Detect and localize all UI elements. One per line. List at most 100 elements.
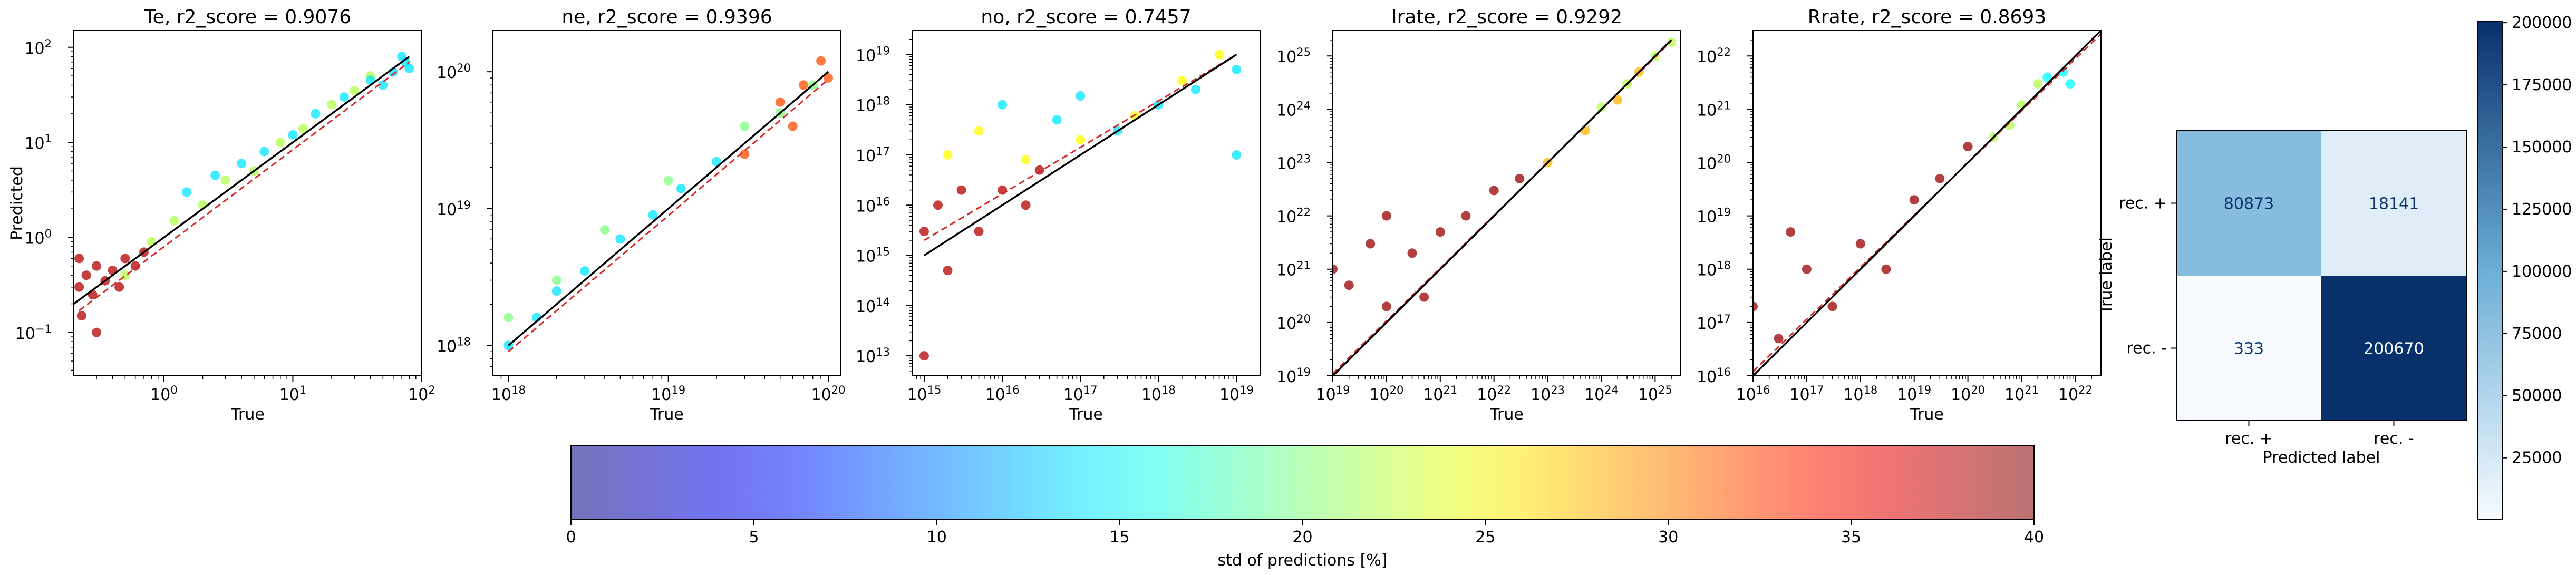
colorbar-tick-label: 30 (1658, 528, 1678, 547)
y-tick-label: 1020 (1276, 313, 1311, 333)
data-point (92, 327, 102, 337)
plot-area (74, 52, 414, 337)
axes-frame (492, 30, 841, 376)
confusion-cell (2176, 131, 2321, 276)
data-point (1613, 95, 1623, 105)
x-tick-label: 1020 (1369, 384, 1403, 404)
y-axis-label: True label (2097, 237, 2116, 315)
y-tick-label: 1015 (856, 246, 890, 266)
panel-title: Rrate, r2_score = 0.8693 (1808, 6, 2046, 28)
data-point (503, 313, 514, 323)
fit-line (508, 79, 829, 353)
y-tick-label: 1016 (1697, 366, 1731, 386)
plot-area (919, 50, 1242, 361)
y-tick-label: 1019 (1276, 366, 1311, 386)
data-point (210, 170, 220, 180)
data-point (998, 100, 1008, 110)
x-tick-label: 1018 (1141, 384, 1176, 404)
x-tick-label: 100 (150, 384, 178, 404)
data-point (600, 225, 609, 235)
panel-title: Te, r2_score = 0.9076 (144, 6, 351, 28)
x-tick-label: 1021 (1423, 384, 1457, 404)
data-point (2065, 79, 2075, 89)
x-axis-label: True (650, 405, 684, 424)
data-point (799, 80, 808, 90)
x-tick-label: 1025 (1638, 384, 1672, 404)
data-point (615, 234, 625, 244)
data-point (182, 187, 191, 197)
fit-line (924, 54, 1237, 241)
y-tick-label: 1020 (1697, 152, 1731, 173)
colorbar-tick-label: 175000 (2512, 76, 2572, 94)
cell-value: 18141 (2369, 195, 2419, 213)
data-point (298, 123, 308, 133)
y-tick-label: 1017 (1697, 313, 1731, 333)
data-point (404, 63, 414, 73)
data-point (648, 210, 658, 220)
y-tick-label: 1019 (856, 44, 890, 65)
data-point (1802, 264, 1812, 274)
data-point (1667, 37, 1677, 47)
identity-line (74, 55, 410, 305)
y-tick-label: 1016 (856, 195, 890, 216)
y-tick-label: 101 (24, 132, 52, 153)
y-category-label: rec. - (2126, 339, 2167, 358)
colorbar-tick-label: 40 (2024, 528, 2044, 547)
x-tick-label: 1018 (491, 384, 526, 404)
x-category-label: rec. + (2225, 430, 2273, 448)
confusion-colorbar (2477, 21, 2503, 520)
y-tick-label: 1018 (437, 335, 471, 356)
data-point (114, 282, 124, 292)
data-point (580, 266, 590, 276)
x-tick-label: 1019 (1897, 384, 1931, 404)
data-point (120, 254, 130, 264)
data-point (1827, 301, 1837, 311)
x-tick-label: 1019 (1316, 384, 1350, 404)
x-axis-label: True (1069, 405, 1103, 424)
data-point (1909, 195, 1919, 205)
data-point (1021, 155, 1031, 165)
data-point (740, 121, 750, 131)
data-point (1580, 125, 1590, 135)
data-point (1232, 65, 1242, 75)
scatter-panels: 100 101 102 10−1 100 101 102 Te, r2_score = 0.9… (8, 6, 2102, 424)
data-point (92, 261, 102, 271)
x-tick-label: 1023 (1531, 384, 1565, 404)
colorbar-label: std of predictions [%] (1217, 551, 1387, 570)
x-axis-label: True (230, 405, 265, 424)
x-tick-label: 1020 (811, 384, 846, 404)
data-point (76, 311, 86, 320)
y-axis-label: Predicted (8, 166, 26, 240)
colorbar-tick-label: 20 (1292, 528, 1312, 547)
x-tick-label: 1018 (1843, 384, 1877, 404)
y-tick-label: 1021 (1276, 259, 1311, 280)
x-tick-label: 1020 (1951, 384, 1985, 404)
scatter-panel: 1015 1016 1017 1018 1019 1013 1014 1015 1016 1017… (856, 6, 1261, 424)
y-tick-label: 10−1 (15, 323, 52, 343)
data-point (397, 52, 407, 62)
data-point (1753, 301, 1758, 311)
data-point (1419, 292, 1429, 302)
data-point (956, 185, 966, 195)
fit-line (79, 61, 410, 311)
identity-line (923, 53, 1237, 257)
data-point (327, 100, 337, 110)
plot-area (1753, 31, 2101, 376)
data-point (775, 97, 785, 107)
data-point (1935, 173, 1945, 183)
data-point (288, 130, 298, 140)
data-point (81, 270, 91, 280)
data-point (1489, 186, 1499, 196)
x-axis-label: Predicted label (2263, 449, 2380, 467)
identity-line (508, 71, 829, 346)
data-point (1052, 115, 1062, 125)
identity-line (1333, 39, 1672, 376)
y-tick-label: 1018 (1697, 259, 1731, 280)
data-point (974, 126, 984, 136)
confusion-cell (2176, 276, 2321, 421)
data-point (1407, 248, 1417, 258)
confusion-matrix: 80873 18141 333 200670 rec. + rec. - rec. + rec… (2097, 14, 2572, 520)
data-point (1963, 142, 1973, 152)
colorbar-tick-label: 200000 (2512, 14, 2572, 32)
